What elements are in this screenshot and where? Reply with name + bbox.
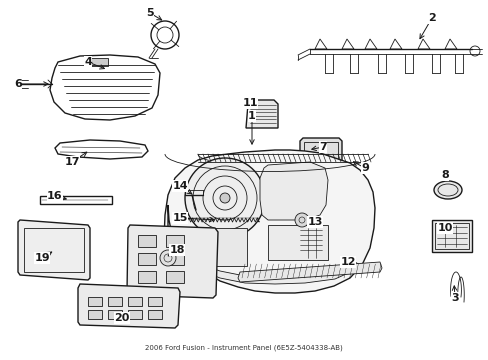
Polygon shape	[245, 100, 278, 128]
Circle shape	[160, 250, 176, 266]
Text: 14: 14	[172, 181, 187, 191]
Text: 16: 16	[47, 191, 62, 201]
Text: 10: 10	[436, 223, 452, 233]
Bar	[165, 235, 183, 247]
Polygon shape	[299, 138, 341, 168]
Bar	[138, 235, 156, 247]
Text: 2: 2	[427, 13, 435, 23]
Bar	[138, 253, 156, 265]
Bar	[40, 196, 112, 204]
Text: 20: 20	[114, 313, 129, 323]
Bar	[148, 297, 162, 306]
Bar	[304, 142, 337, 164]
Circle shape	[294, 213, 308, 227]
Text: 6: 6	[14, 79, 22, 89]
Text: 5: 5	[146, 8, 154, 18]
Text: 4: 4	[84, 57, 92, 67]
Bar	[138, 271, 156, 283]
Polygon shape	[18, 220, 90, 280]
Bar	[24, 228, 84, 272]
Text: 19: 19	[34, 253, 50, 263]
Text: 2006 Ford Fusion - Instrument Panel (6E5Z-5404338-AB): 2006 Ford Fusion - Instrument Panel (6E5…	[145, 345, 342, 351]
Bar	[195, 228, 246, 266]
Polygon shape	[163, 150, 374, 293]
Polygon shape	[127, 225, 218, 298]
Text: 12: 12	[340, 257, 355, 267]
Polygon shape	[200, 262, 359, 284]
Bar	[108, 297, 122, 306]
Text: 17: 17	[64, 157, 80, 167]
Bar	[267, 225, 327, 260]
Text: 9: 9	[360, 163, 368, 173]
Bar	[108, 310, 122, 319]
Circle shape	[220, 193, 229, 203]
Bar	[165, 271, 183, 283]
Bar	[88, 297, 102, 306]
Circle shape	[184, 158, 264, 238]
Bar	[128, 297, 142, 306]
Text: 3: 3	[450, 293, 458, 303]
Text: 8: 8	[440, 170, 448, 180]
Text: 18: 18	[169, 245, 184, 255]
Text: 7: 7	[319, 142, 326, 152]
Text: 11: 11	[242, 98, 257, 108]
Text: 15: 15	[172, 213, 187, 223]
Bar	[148, 310, 162, 319]
Bar	[128, 310, 142, 319]
Bar	[165, 253, 183, 265]
Bar	[88, 58, 108, 66]
Bar	[88, 310, 102, 319]
Ellipse shape	[433, 181, 461, 199]
Polygon shape	[78, 284, 180, 328]
Text: 1: 1	[247, 111, 255, 121]
Polygon shape	[238, 262, 381, 282]
Text: 13: 13	[306, 217, 322, 227]
Polygon shape	[260, 162, 327, 220]
Bar	[431, 220, 471, 252]
Bar	[434, 223, 468, 249]
